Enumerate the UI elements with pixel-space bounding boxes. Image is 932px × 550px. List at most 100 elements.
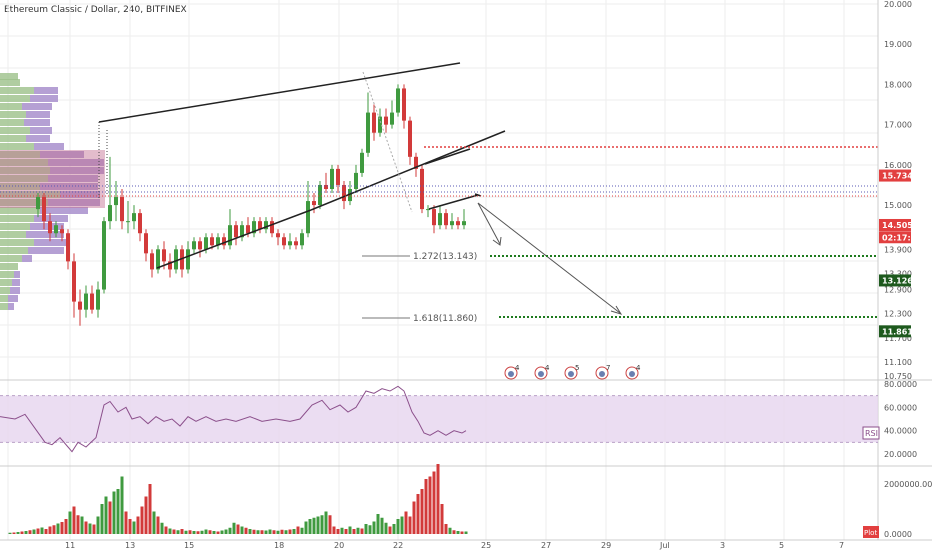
volume-profile-buy [0,159,48,166]
trend-line[interactable] [428,194,479,210]
flag-icon [629,371,635,377]
volume-bar-up [380,517,384,534]
projection-arrow[interactable] [477,202,621,314]
candle-up [186,249,190,270]
volume-bar-down [260,530,264,534]
volume-bar-down [428,476,432,534]
volume-profile-buy [0,255,22,262]
fib-label: 1.272(13.143) [413,252,477,262]
candle-down [258,221,262,230]
projection-arrow[interactable] [477,202,501,245]
volume-bar-down [412,501,416,534]
volume-bar-down [36,528,40,534]
candle-down [324,184,328,189]
price-label-badge [879,325,911,338]
candle-up [84,293,88,310]
volume-bar-down [148,484,152,534]
volume-profile-sell [48,159,104,166]
volume-bar-up [220,530,224,534]
trend-line[interactable] [310,130,506,211]
event-count: 4 [545,364,550,372]
volume-tick: 0.0000 [884,530,912,539]
candle-down [234,225,238,238]
price-tick: 10.750 [884,372,912,381]
volume-profile-sell [34,239,68,246]
volume-badge-box [863,526,879,538]
volume-bar-down [244,527,248,534]
volume-bar-down [440,504,444,534]
trend-line[interactable] [98,62,461,123]
price-tick: 13.300 [884,269,912,278]
volume-bar-down [180,529,184,534]
candle-down [342,184,346,202]
volume-bar-down [272,530,276,534]
volume-profile-sell [48,175,98,182]
time-tick: 15 [184,541,194,550]
time-tick: Jul [659,541,670,550]
price-tick: 15.000 [884,201,912,210]
volume-bar-down [336,529,340,534]
volume-bar-up [312,517,316,534]
candle-up [330,168,334,189]
volume-bar-up [292,529,296,534]
rsi-badge-box [862,426,880,440]
candle-down [408,120,412,157]
volume-profile-buy [0,135,26,142]
candle-up [360,152,364,173]
rsi-line [0,385,467,453]
volume-bar-up [396,519,400,534]
volume-bar-up [68,511,72,534]
candle-down [456,221,460,226]
volume-bar-down [84,521,88,534]
volume-bar-down [416,494,420,534]
price-tick: 20.000 [884,0,912,9]
volume-profile-sell [8,295,18,302]
volume-profile-sell [60,191,100,198]
candle-down [150,253,154,270]
volume-bar-up [152,511,156,534]
volume-profile-buy [0,215,34,222]
volume-bar-up [284,530,288,534]
volume-bar-up [184,530,188,534]
volume-profile-sell [26,231,64,238]
event-count: 7 [606,364,610,372]
fib-base-line[interactable] [362,71,413,213]
candle-down [168,261,172,270]
volume-bar-up [24,531,28,534]
volume-bar-up [304,521,308,534]
volume-bar-down [164,526,168,534]
volume-bar-down [328,515,332,534]
volume-profile-sell [14,271,20,278]
volume-profile-buy [0,231,26,238]
price-tick: 11.700 [884,334,912,343]
rsi-tick: 20.0000 [884,450,917,459]
volume-profile-sell [30,223,64,230]
price-label-badge [879,231,911,244]
trend-line[interactable] [424,148,471,165]
volume-bar-down [72,506,76,534]
event-count: 4 [636,364,641,372]
candle-down [402,88,406,121]
volume-bar-up [364,524,368,534]
price-label-text: 02:17:03 [882,233,922,242]
candle-down [246,225,250,234]
volume-bar-down [332,526,336,534]
price-tick: 18.000 [884,80,912,89]
volume-bar-up [228,527,232,534]
candle-down [138,213,142,234]
candle-down [120,197,124,222]
volume-bar-up [384,522,388,534]
candle-up [252,221,256,234]
candle-up [348,188,352,202]
volume-profile-sell [34,143,64,150]
time-tick: 3 [720,541,725,550]
volume-bar-down [128,519,132,534]
candle-down [282,237,286,246]
price-tick: 19.000 [884,40,912,49]
candle-down [336,168,340,185]
candle-up [306,201,310,234]
candle-up [156,249,160,270]
trend-line[interactable] [156,209,312,269]
volume-profile-buy [0,287,10,294]
